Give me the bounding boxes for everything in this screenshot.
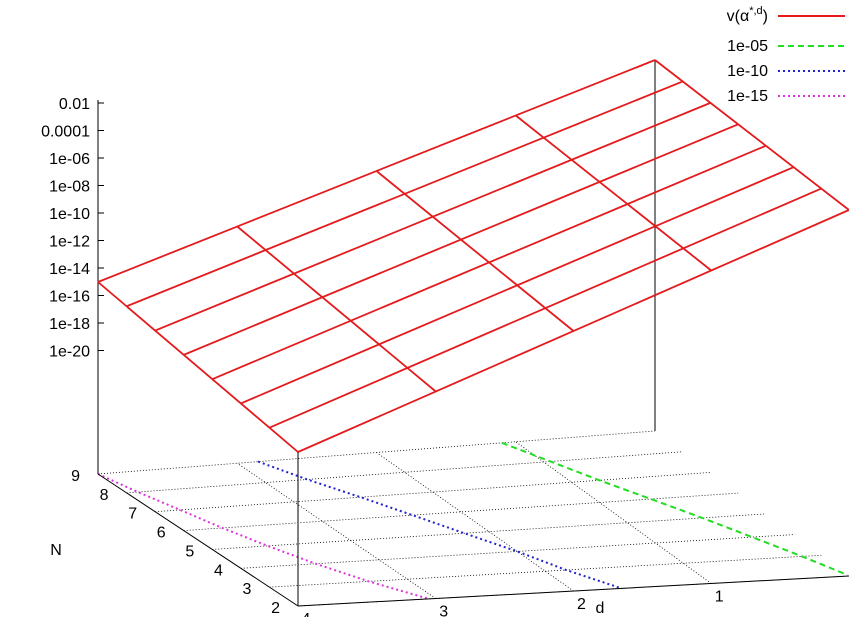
contour-1e-05 [501, 441, 848, 576]
x-axis-label: d [596, 600, 605, 617]
d-tick-label: 2 [577, 596, 586, 613]
contour-1e-10 [257, 460, 623, 590]
base-grid-line-d [376, 452, 574, 592]
surface-column-line [375, 170, 575, 332]
base-edge-front [297, 575, 849, 607]
tick-labels: 0.01 0.0001 1e-06 1e-08 1e-10 1e-12 1e-14 1e-16… [41, 96, 724, 617]
z-tick-label: 1e-18 [49, 316, 90, 333]
surface-column-line [515, 114, 712, 272]
contour-lines [97, 441, 848, 600]
n-tick-label: 9 [71, 468, 80, 485]
surface-column-line [97, 281, 299, 453]
z-tick-label: 0.01 [59, 96, 90, 113]
base-grid-line-n [126, 451, 683, 494]
legend-label-surface: v(α*,d) [727, 5, 768, 25]
n-tick-label: 4 [214, 562, 223, 579]
surface-column-line [654, 59, 849, 211]
z-tick-label: 1e-08 [49, 179, 90, 196]
d-tick-label: 1 [715, 589, 724, 606]
surface-mesh [97, 59, 849, 453]
base-plane [97, 430, 849, 607]
base-edge-left [97, 473, 299, 607]
d-tick-label: 4 [302, 611, 311, 617]
z-tick-label: 1e-14 [49, 261, 90, 278]
z-tick-label: 0.0001 [41, 124, 90, 141]
base-grid-line-n [240, 534, 794, 569]
n-tick-label: 3 [243, 581, 252, 598]
n-tick-label: 7 [128, 506, 137, 523]
n-tick-label: 8 [100, 487, 109, 504]
base-grid-line-n [212, 513, 766, 550]
axes-frame [97, 60, 849, 607]
legend-label-1e-15: 1e-15 [727, 88, 768, 105]
z-tick-label: 1e-16 [49, 289, 90, 306]
z-tick-label: 1e-12 [49, 234, 90, 251]
n-tick-label: 5 [185, 543, 194, 560]
surface-column-line [236, 225, 437, 393]
base-grid-line-d [515, 441, 712, 584]
contour-1e-15 [97, 473, 430, 600]
base-grid-line-d [237, 462, 436, 599]
legend: v(α*,d) 1e-05 1e-10 1e-15 [727, 5, 845, 105]
legend-label-1e-10: 1e-10 [727, 63, 768, 80]
base-grid-line-n [269, 554, 822, 588]
z-tick-label: 1e-06 [49, 151, 90, 168]
base-grid-line-n [155, 472, 711, 513]
n-tick-label: 2 [271, 600, 280, 617]
base-grid-line-n [183, 492, 739, 531]
legend-label-1e-05: 1e-05 [727, 38, 768, 55]
z-tick-label: 1e-10 [49, 206, 90, 223]
d-tick-label: 3 [439, 604, 448, 617]
y-axis-label: N [50, 542, 62, 559]
n-tick-label: 6 [157, 525, 166, 542]
z-tick-label: 1e-20 [49, 344, 90, 361]
